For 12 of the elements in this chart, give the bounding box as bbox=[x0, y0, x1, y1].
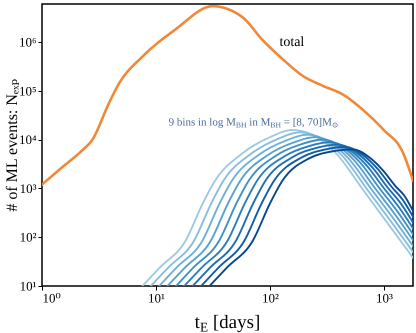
y-tick-label: 10² bbox=[20, 230, 37, 245]
series-label: total bbox=[279, 35, 304, 50]
y-tick-label: 10⁵ bbox=[18, 83, 36, 98]
x-tick-label: 10⁰ bbox=[42, 290, 61, 306]
y-tick-label: 10¹ bbox=[20, 278, 37, 294]
x-tick-label: 10³ bbox=[376, 290, 393, 306]
y-tick-label: 10⁶ bbox=[18, 34, 36, 50]
x-tick-label: 10¹ bbox=[148, 290, 166, 306]
y-tick-label: 10³ bbox=[20, 180, 37, 196]
y-tick-label: 10⁴ bbox=[18, 132, 37, 148]
x-tick-label: 10² bbox=[262, 290, 279, 306]
y-axis-title: # of ML events: Nₑₓₚ bbox=[4, 78, 21, 212]
